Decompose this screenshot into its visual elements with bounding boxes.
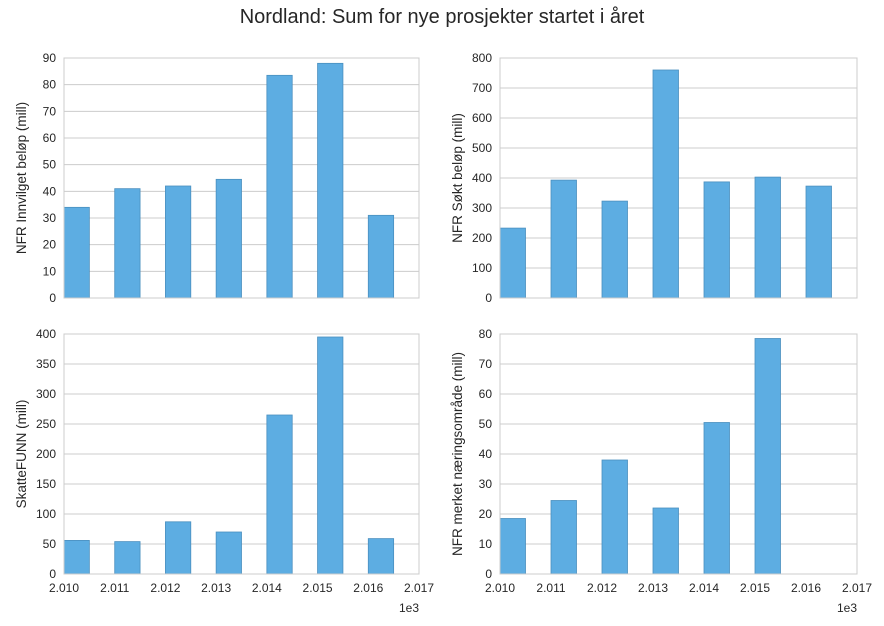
y-axis-label: NFR merket næringsområde (mill) — [450, 352, 465, 556]
axes-frame — [63, 333, 420, 575]
y-tick-label: 300 — [472, 201, 492, 215]
bar — [63, 540, 90, 575]
x-tick-label: 2.011 — [100, 581, 129, 595]
axes-frame — [63, 57, 420, 299]
x-tick-label: 2.014 — [252, 581, 282, 595]
y-tick-label: 20 — [43, 238, 57, 252]
bar — [550, 179, 577, 299]
y-tick-label: 500 — [472, 141, 492, 155]
y-tick-label: 200 — [36, 447, 56, 461]
y-tick-label: 30 — [479, 477, 493, 491]
subplot-2: 0 100 200 300 400 500 600 700 800 NFR Søkt beløp … — [450, 51, 858, 305]
x-offset-label: 1e3 — [837, 601, 857, 615]
y-tick-label: 250 — [36, 417, 56, 431]
x-tick-label: 2.012 — [587, 581, 617, 595]
y-tick-label: 50 — [43, 537, 57, 551]
y-tick-label: 40 — [479, 447, 493, 461]
axes-frame — [499, 57, 858, 299]
y-tick-label: 100 — [36, 507, 56, 521]
y-tick-label: 350 — [36, 357, 56, 371]
bar — [805, 185, 832, 299]
y-tick-label: 150 — [36, 477, 56, 491]
y-tick-label: 0 — [49, 291, 56, 305]
y-tick-label: 0 — [485, 291, 492, 305]
subplot-1: 0 10 20 30 40 50 60 70 80 90 NFR Innvilget beløp (… — [14, 51, 420, 305]
bar — [215, 178, 242, 299]
y-tick-label: 10 — [479, 537, 493, 551]
y-tick-label: 0 — [485, 567, 492, 581]
bar — [754, 338, 781, 575]
y-axis-label: NFR Innvilget beløp (mill) — [14, 102, 29, 254]
y-tick-label: 50 — [43, 158, 57, 172]
y-tick-label: 0 — [49, 567, 56, 581]
x-tick-label: 2.016 — [353, 581, 383, 595]
y-tick-label: 300 — [36, 387, 56, 401]
y-tick-label: 40 — [43, 184, 57, 198]
y-tick-label: 30 — [43, 211, 57, 225]
y-tick-label: 60 — [43, 131, 57, 145]
bar — [114, 188, 141, 299]
x-tick-label: 2.017 — [842, 581, 872, 595]
x-tick-label: 2.017 — [404, 581, 434, 595]
bar — [703, 422, 730, 575]
x-tick-label: 2.016 — [791, 581, 821, 595]
y-tick-label: 20 — [479, 507, 493, 521]
y-tick-label: 50 — [479, 417, 493, 431]
bar — [165, 185, 192, 299]
y-tick-label: 70 — [479, 357, 493, 371]
y-tick-label: 100 — [472, 261, 492, 275]
bar — [317, 336, 344, 575]
x-tick-label: 2.010 — [49, 581, 79, 595]
y-tick-label: 80 — [43, 78, 57, 92]
x-tick-label: 2.011 — [536, 581, 565, 595]
x-tick-label: 2.013 — [638, 581, 668, 595]
x-tick-label: 2.012 — [150, 581, 180, 595]
bar — [114, 541, 141, 575]
x-offset-label: 1e3 — [399, 601, 419, 615]
y-tick-label: 70 — [43, 104, 57, 118]
y-tick-label: 400 — [36, 327, 56, 341]
y-axis-label: NFR Søkt beløp (mill) — [450, 113, 465, 243]
y-axis-label: SkatteFUNN (mill) — [14, 400, 29, 509]
y-tick-label: 600 — [472, 111, 492, 125]
bar — [652, 69, 679, 299]
bar — [499, 227, 526, 299]
y-tick-label: 90 — [43, 51, 57, 65]
bar — [550, 500, 577, 575]
bar — [754, 176, 781, 299]
axes-frame — [499, 333, 858, 575]
y-tick-label: 700 — [472, 81, 492, 95]
x-tick-label: 2.013 — [201, 581, 231, 595]
bar — [367, 214, 395, 299]
bar — [266, 74, 293, 299]
subplot-4: 0 10 20 30 40 50 60 70 80 2.010 2.011 2.012 2.013 2.0… — [450, 327, 872, 615]
y-tick-label: 800 — [472, 51, 492, 65]
bar — [499, 518, 526, 575]
bar — [652, 507, 679, 575]
subplot-3: 0 50 100 150 200 250 300 350 400 2.010 2.011 2.012 2… — [14, 327, 434, 615]
bar — [317, 62, 344, 299]
x-tick-label: 2.010 — [485, 581, 515, 595]
bar — [367, 538, 395, 575]
bar — [601, 459, 628, 575]
y-tick-label: 10 — [43, 264, 57, 278]
x-tick-label: 2.015 — [303, 581, 333, 595]
y-tick-label: 400 — [472, 171, 492, 185]
bar — [63, 206, 90, 299]
y-tick-label: 80 — [479, 327, 493, 341]
y-tick-label: 200 — [472, 231, 492, 245]
bar — [165, 521, 192, 575]
bar — [266, 414, 293, 575]
bar — [601, 200, 628, 299]
x-tick-label: 2.014 — [689, 581, 719, 595]
x-tick-label: 2.015 — [740, 581, 770, 595]
bar — [703, 181, 730, 299]
figure-title: Nordland: Sum for nye prosjekter startet… — [239, 6, 645, 28]
bar — [215, 531, 242, 575]
y-tick-label: 60 — [479, 387, 493, 401]
